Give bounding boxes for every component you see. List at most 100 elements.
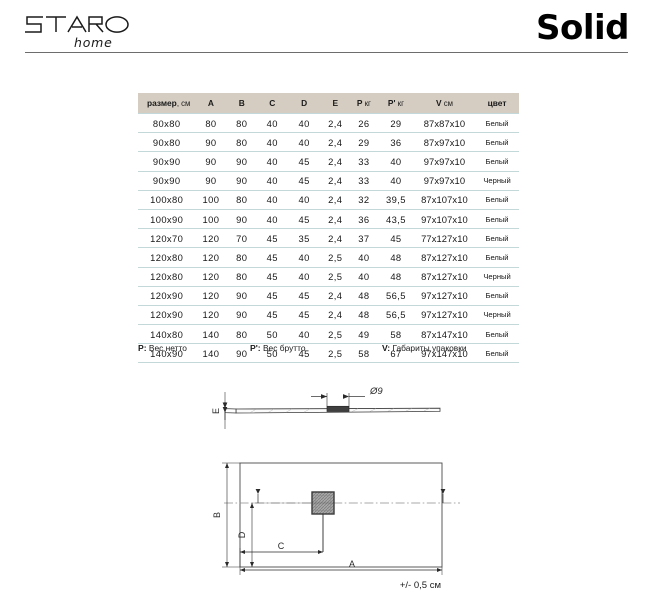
legend: P: Вес нетто P': Вес брутто V: Габариты … xyxy=(138,343,538,359)
cell-p: 58 xyxy=(349,343,378,364)
spec-table-body: 80x80 80 80 40 40 2,4 26 29 87x87x10 Белый 90x80 90… xyxy=(138,112,519,364)
cell-b: 90 xyxy=(226,171,258,191)
legend-item-net-weight: P: Вес нетто xyxy=(138,343,187,353)
drain-diameter-label: Ø9 xyxy=(369,386,383,397)
cell-a: 120 xyxy=(195,267,227,287)
col-header-net-weight: P кг xyxy=(349,93,378,114)
cell-p: 33 xyxy=(349,151,378,172)
legend-symbol: P': xyxy=(250,343,261,353)
model-title: Solid xyxy=(536,8,630,48)
cell-b: 90 xyxy=(226,305,258,326)
cell-d: 40 xyxy=(287,112,321,134)
tolerance-note: +/- 0,5 см xyxy=(400,580,441,591)
cell-pg: 58 xyxy=(377,324,414,345)
thickness-dimension: E xyxy=(211,392,228,429)
dimension-d-label: D xyxy=(237,531,247,538)
table-row: 140x90 140 90 50 45 2,5 58 67 97x147x10 Белый xyxy=(138,343,519,364)
cell-p: 48 xyxy=(349,286,378,306)
table-row: 100x90 100 90 40 45 2,4 36 43,5 97x107x10 Белый xyxy=(138,209,519,230)
drain-boss-body xyxy=(326,405,350,412)
cell-p: 29 xyxy=(349,132,378,153)
side-view-drawing: Ø9 E xyxy=(211,386,441,429)
col-header-e: E xyxy=(320,93,350,114)
cell-d: 40 xyxy=(287,247,321,268)
cell-v: 97x97x10 xyxy=(413,171,476,191)
cell-c: 50 xyxy=(257,343,288,364)
legend-symbol: P: xyxy=(138,343,147,353)
cell-e: 2,4 xyxy=(320,286,350,306)
cell-p: 40 xyxy=(349,267,378,287)
cell-a: 100 xyxy=(195,190,227,210)
cell-p: 48 xyxy=(349,305,378,326)
cell-e: 2,4 xyxy=(320,209,350,230)
cell-a: 90 xyxy=(195,171,227,191)
centerline-tick-arrows xyxy=(255,489,446,503)
cell-size: 90x90 xyxy=(138,151,196,172)
cell-b: 70 xyxy=(226,228,258,249)
cell-b: 80 xyxy=(226,324,258,345)
cell-pg: 56,5 xyxy=(377,305,414,326)
cell-size: 120x90 xyxy=(138,305,196,326)
cell-p: 40 xyxy=(349,247,378,268)
cell-size: 120x90 xyxy=(138,286,196,306)
legend-text: Габариты упаковки xyxy=(392,343,467,353)
cell-b: 80 xyxy=(226,190,258,210)
thickness-label: E xyxy=(211,408,221,414)
table-row: 120x90 120 90 45 45 2,4 48 56,5 97x127x10 Черный xyxy=(138,305,519,326)
cell-color: Белый xyxy=(475,209,519,230)
dimension-a-label: A xyxy=(349,559,355,569)
legend-item-package-size: V: Габариты упаковки xyxy=(382,343,467,353)
cell-pg: 48 xyxy=(377,267,414,287)
cell-e: 2,4 xyxy=(320,112,350,134)
cell-size: 90x90 xyxy=(138,171,196,191)
cell-e: 2,4 xyxy=(320,171,350,191)
cell-pg: 45 xyxy=(377,228,414,249)
cell-size: 120x80 xyxy=(138,247,196,268)
cell-e: 2,5 xyxy=(320,343,350,364)
cell-p: 37 xyxy=(349,228,378,249)
cell-color: Белый xyxy=(475,228,519,249)
cell-size: 140x80 xyxy=(138,324,196,345)
col-header-size: размер, см xyxy=(138,93,196,114)
col-header-c: C xyxy=(257,93,288,114)
cell-a: 100 xyxy=(195,209,227,230)
dimension-d: D xyxy=(237,502,334,567)
cell-color: Белый xyxy=(475,132,519,153)
cell-p: 33 xyxy=(349,171,378,191)
tray-left-lip xyxy=(224,408,237,414)
cell-color: Белый xyxy=(475,324,519,345)
table-row: 120x70 120 70 45 35 2,4 37 45 77x127x10 Белый xyxy=(138,228,519,249)
col-header-d: D xyxy=(287,93,321,114)
cell-d: 45 xyxy=(287,151,321,172)
cell-v: 97x97x10 xyxy=(413,151,476,172)
cell-pg: 48 xyxy=(377,247,414,268)
cell-pg: 56,5 xyxy=(377,286,414,306)
table-row: 90x80 90 80 40 40 2,4 29 36 87x97x10 Белый xyxy=(138,132,519,153)
col-label-size: размер xyxy=(147,98,177,108)
cell-a: 80 xyxy=(195,112,227,134)
cell-pg: 43,5 xyxy=(377,209,414,230)
cell-d: 45 xyxy=(287,209,321,230)
cell-v: 97x127x10 xyxy=(413,305,476,326)
cell-v: 97x147x10 xyxy=(413,343,476,364)
cell-d: 40 xyxy=(287,132,321,153)
cell-v: 87x87x10 xyxy=(413,112,476,134)
cell-e: 2,4 xyxy=(320,190,350,210)
cell-size: 90x80 xyxy=(138,132,196,153)
cell-pg: 40 xyxy=(377,171,414,191)
cell-d: 45 xyxy=(287,171,321,191)
cell-color: Белый xyxy=(475,190,519,210)
cell-v: 97x127x10 xyxy=(413,286,476,306)
cell-a: 140 xyxy=(195,343,227,364)
spec-header-row: размер, см A B C D E P кг P' кг V см цве… xyxy=(138,93,519,114)
cell-d: 45 xyxy=(287,305,321,326)
cell-v: 97x107x10 xyxy=(413,209,476,230)
col-header-package: V см xyxy=(413,93,476,114)
cell-a: 90 xyxy=(195,132,227,153)
cell-pg: 29 xyxy=(377,112,414,134)
cell-e: 2,4 xyxy=(320,305,350,326)
cell-b: 80 xyxy=(226,112,258,134)
col-header-color: цвет xyxy=(475,93,519,114)
staro-wordmark-icon xyxy=(25,15,129,33)
cell-p: 36 xyxy=(349,209,378,230)
